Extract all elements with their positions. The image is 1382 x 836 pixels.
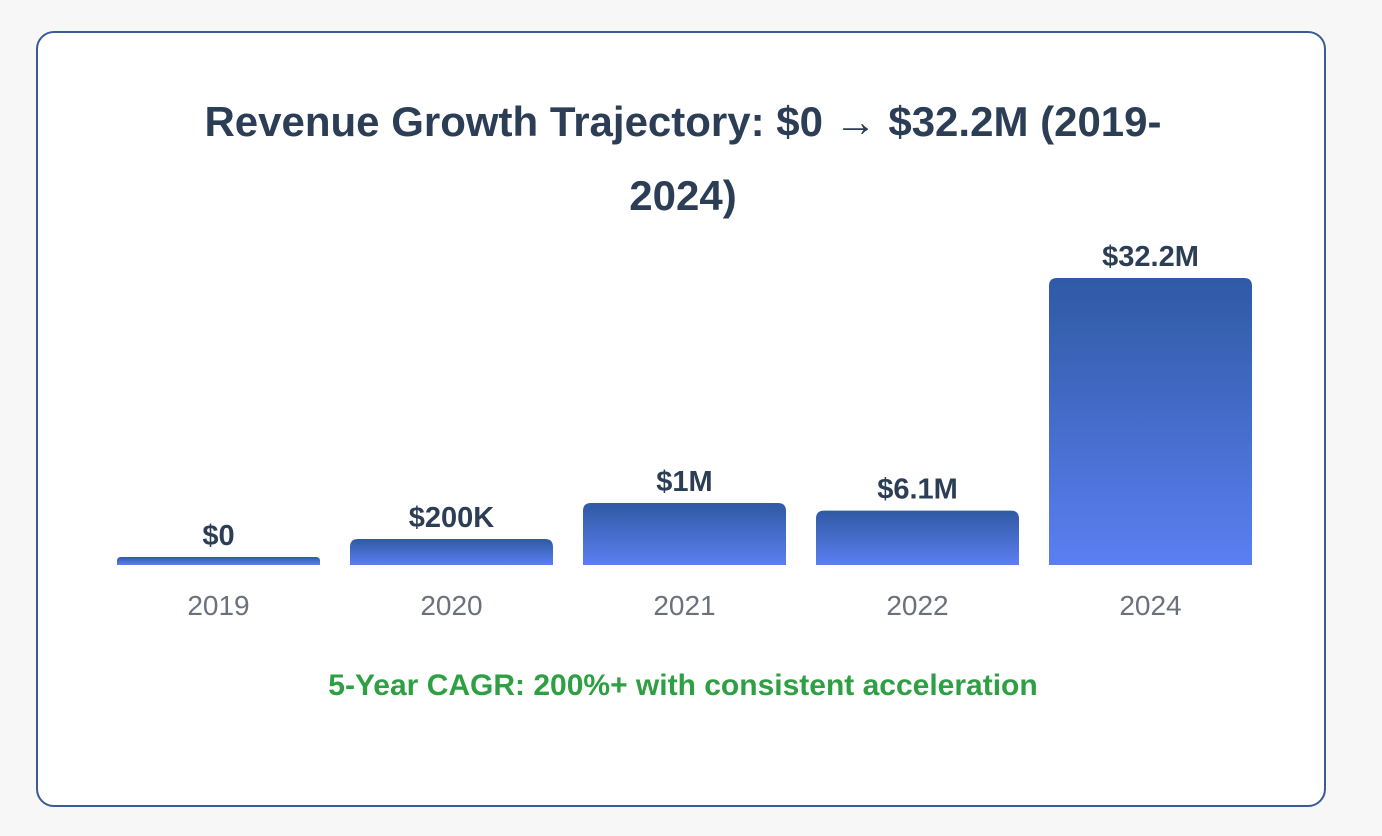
x-tick-label-2022: 2022: [886, 590, 948, 621]
x-tick-label-2019: 2019: [187, 590, 249, 621]
x-tick-label-2020: 2020: [420, 590, 482, 621]
cagr-footnote: 5-Year CAGR: 200%+ with consistent accel…: [328, 669, 1038, 702]
bar-2021: [583, 503, 786, 565]
bar-value-label-2019: $0: [202, 520, 234, 552]
x-tick-label-2021: 2021: [653, 590, 715, 621]
bar-2019: [117, 557, 320, 565]
bar-chart: $0 2019 $200K 2020 $1M 2021 $6.1M 2022 $32.2M 202…: [117, 241, 1252, 621]
bar-value-label-2024: $32.2M: [1102, 241, 1199, 273]
chart-card: Revenue Growth Trajectory: $0 → $32.2M (…: [36, 31, 1326, 807]
chart-title-line2: 2024): [629, 172, 737, 219]
chart-title-line1: Revenue Growth Trajectory: $0 → $32.2M (…: [204, 98, 1162, 145]
bar-2022: [816, 510, 1019, 565]
bar-2020: [350, 539, 553, 565]
bar-value-label-2021: $1M: [656, 466, 712, 498]
bar-value-label-2022: $6.1M: [877, 474, 958, 506]
chart-title: Revenue Growth Trajectory: $0 → $32.2M (…: [38, 85, 1328, 233]
bars-layer: $0 2019 $200K 2020 $1M 2021 $6.1M 2022 $32.2M 202…: [117, 241, 1252, 621]
bar-value-label-2020: $200K: [409, 502, 495, 534]
x-tick-label-2024: 2024: [1119, 590, 1181, 621]
bar-2024: [1049, 278, 1252, 565]
